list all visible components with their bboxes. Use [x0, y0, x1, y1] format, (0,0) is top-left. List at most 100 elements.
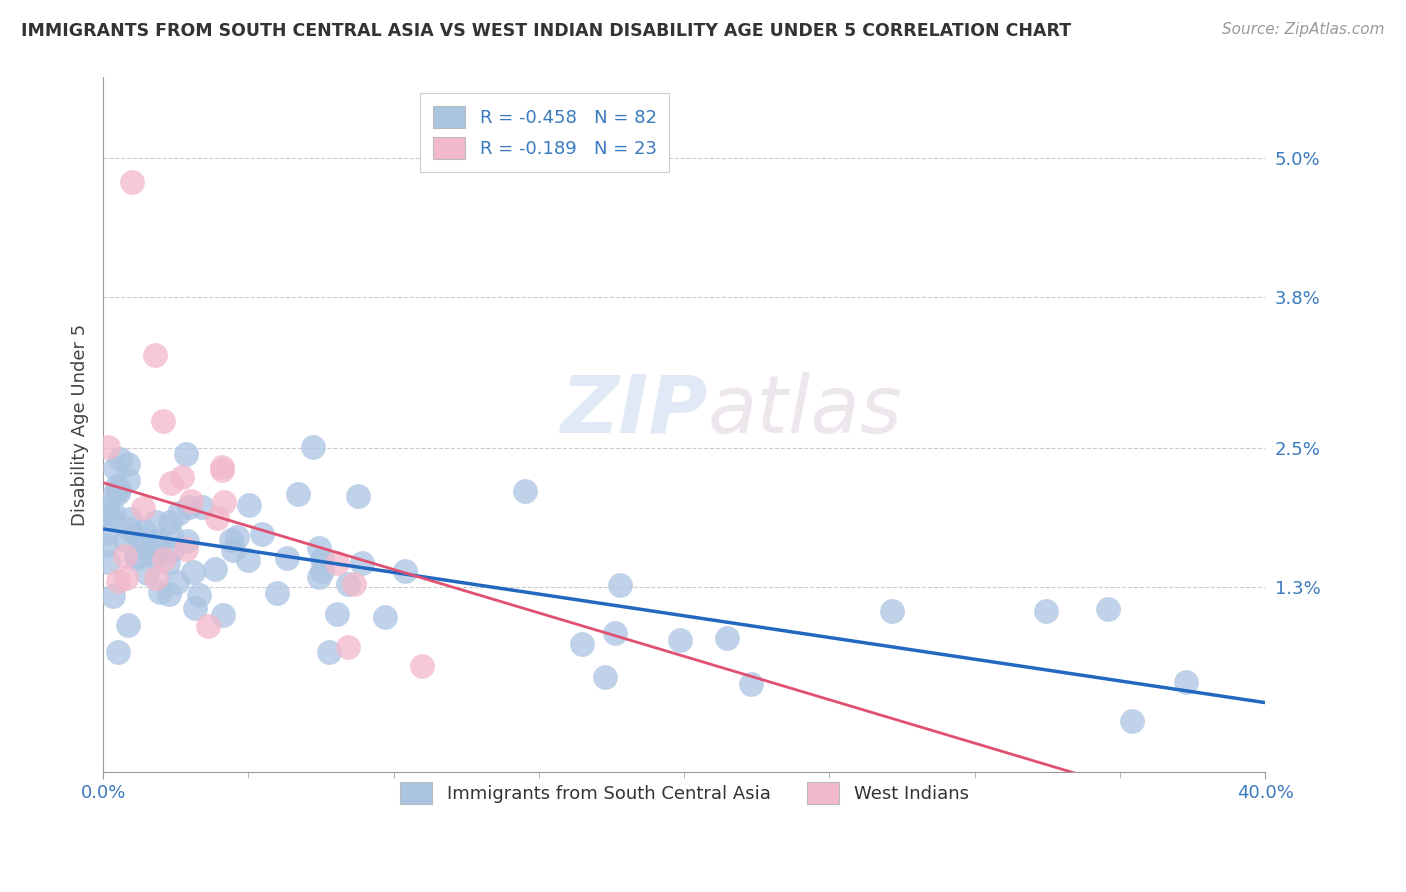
Point [318, 645, 340, 659]
Point [191, 500, 214, 515]
Point [222, 543, 245, 558]
Point [250, 527, 273, 541]
Point [97, 555, 120, 569]
Point [205, 510, 228, 524]
Point [593, 670, 616, 684]
Point [740, 677, 762, 691]
Point [94, 506, 117, 520]
Y-axis label: Disability Age Under 5: Disability Age Under 5 [72, 324, 89, 526]
Point [117, 458, 139, 472]
Point [172, 469, 194, 483]
Point [167, 506, 190, 520]
Point [121, 175, 143, 189]
Point [104, 486, 127, 500]
Point [97, 440, 120, 454]
Point [174, 541, 197, 556]
Point [177, 500, 200, 514]
Text: Source: ZipAtlas.com: Source: ZipAtlas.com [1222, 22, 1385, 37]
Point [127, 549, 149, 564]
Point [146, 544, 169, 558]
Point [276, 551, 298, 566]
Point [236, 553, 259, 567]
Point [117, 617, 139, 632]
Point [204, 562, 226, 576]
Point [219, 533, 242, 548]
Point [301, 440, 323, 454]
Point [212, 607, 235, 622]
Point [180, 494, 202, 508]
Point [103, 507, 125, 521]
Point [1035, 604, 1057, 618]
Point [134, 524, 156, 538]
Point [1174, 675, 1197, 690]
Point [225, 530, 247, 544]
Point [145, 515, 167, 529]
Point [326, 607, 349, 621]
Point [411, 659, 433, 673]
Point [107, 486, 129, 500]
Point [96, 499, 118, 513]
Point [287, 486, 309, 500]
Point [176, 534, 198, 549]
Point [212, 494, 235, 508]
Point [187, 588, 209, 602]
Point [145, 571, 167, 585]
Point [346, 489, 368, 503]
Point [238, 498, 260, 512]
Point [184, 600, 207, 615]
Point [308, 541, 330, 555]
Point [609, 578, 631, 592]
Point [117, 473, 139, 487]
Point [159, 516, 181, 530]
Point [311, 564, 333, 578]
Point [125, 529, 148, 543]
Point [1121, 714, 1143, 728]
Point [311, 552, 333, 566]
Point [114, 549, 136, 564]
Point [145, 348, 167, 362]
Point [108, 482, 131, 496]
Point [114, 571, 136, 585]
Point [350, 557, 373, 571]
Legend: Immigrants from South Central Asia, West Indians: Immigrants from South Central Asia, West… [389, 772, 980, 815]
Point [211, 463, 233, 477]
Point [136, 566, 159, 580]
Point [605, 625, 627, 640]
Point [266, 585, 288, 599]
Point [104, 461, 127, 475]
Point [374, 610, 396, 624]
Point [336, 640, 359, 654]
Point [571, 637, 593, 651]
Point [181, 566, 204, 580]
Point [160, 542, 183, 557]
Point [107, 574, 129, 588]
Point [308, 570, 330, 584]
Point [114, 533, 136, 547]
Point [1097, 602, 1119, 616]
Point [134, 539, 156, 553]
Point [152, 414, 174, 428]
Point [160, 527, 183, 541]
Point [96, 525, 118, 540]
Text: atlas: atlas [707, 372, 903, 450]
Text: IMMIGRANTS FROM SOUTH CENTRAL ASIA VS WEST INDIAN DISABILITY AGE UNDER 5 CORRELA: IMMIGRANTS FROM SOUTH CENTRAL ASIA VS WE… [21, 22, 1071, 40]
Point [336, 577, 359, 591]
Point [174, 447, 197, 461]
Point [94, 538, 117, 552]
Point [149, 584, 172, 599]
Point [716, 632, 738, 646]
Point [326, 556, 349, 570]
Point [157, 557, 180, 571]
Point [153, 552, 176, 566]
Point [394, 565, 416, 579]
Point [118, 512, 141, 526]
Text: ZIP: ZIP [560, 372, 707, 450]
Point [105, 479, 128, 493]
Point [159, 475, 181, 490]
Point [343, 577, 366, 591]
Point [125, 551, 148, 566]
Point [107, 645, 129, 659]
Point [882, 604, 904, 618]
Point [110, 452, 132, 467]
Point [197, 619, 219, 633]
